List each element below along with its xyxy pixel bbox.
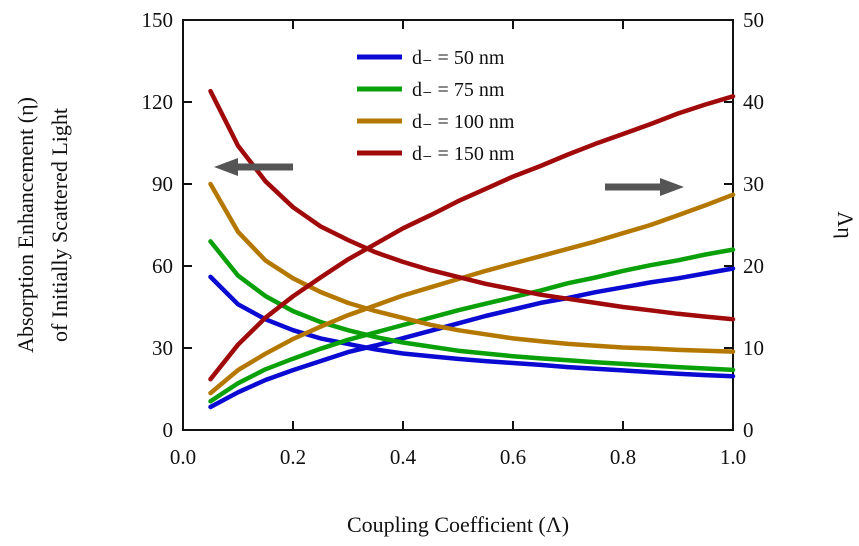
- x-tick-label: 0.4: [390, 445, 417, 469]
- eta-line-series-2: [208, 181, 736, 354]
- plot-border: [182, 19, 734, 431]
- lambda-eta-line-series-2: [208, 192, 736, 396]
- y-tick-label: 30: [152, 336, 173, 360]
- legend-label-2: d₋ = 100 nm: [412, 111, 515, 133]
- lambda-eta-line-series-0: [208, 266, 736, 410]
- left-axis-arrow-head: [214, 158, 238, 176]
- y2-axis-label: Λη: [833, 211, 858, 238]
- x-tick-label: 0.0: [170, 445, 196, 469]
- x-tick-label: 1.0: [720, 445, 746, 469]
- y-tick-label: 150: [142, 8, 174, 32]
- right-axis-arrow-head: [660, 178, 684, 196]
- y-tick-label: 90: [152, 172, 173, 196]
- y-tick-label: 120: [142, 90, 174, 114]
- lambda-eta-line-series-1: [208, 247, 736, 404]
- eta-line-series-0: [208, 274, 736, 379]
- y-tick-label: 60: [152, 254, 173, 278]
- eta-line-series-3: [208, 88, 736, 322]
- y2-tick-label: 50: [743, 8, 764, 32]
- legend-label-0: d₋ = 50 nm: [412, 47, 505, 69]
- series-curves: [208, 88, 736, 410]
- plot-frame: [182, 19, 734, 431]
- x-tick-label: 0.6: [500, 445, 526, 469]
- x-axis-label: Coupling Coefficient (Λ): [347, 512, 569, 537]
- y-axis-label-line2: of Initially Scattered Light: [47, 108, 72, 342]
- y2-tick-label: 20: [743, 254, 764, 278]
- axis-ticks: 0.0 0.2 0.4 0.6 0.8 1.0 0 30 60 90 120 150 0 10 20 30 40…: [142, 8, 765, 469]
- legend-label-1: d₋ = 75 nm: [412, 79, 505, 101]
- y-tick-label: 0: [163, 418, 174, 442]
- y2-tick-label: 10: [743, 336, 764, 360]
- axis-arrows: [214, 158, 684, 196]
- legend-label-3: d₋ = 150 nm: [412, 143, 515, 165]
- y2-tick-label: 30: [743, 172, 764, 196]
- x-tick-label: 0.8: [610, 445, 636, 469]
- y2-tick-label: 0: [743, 418, 754, 442]
- legend: d₋ = 50 nm d₋ = 75 nm d₋ = 100 nm d₋ = 150 …: [357, 47, 515, 165]
- x-tick-label: 0.2: [280, 445, 306, 469]
- y-axis-label-line1: Absorption Enhancement (η): [13, 97, 38, 353]
- lambda-eta-line-series-3: [208, 94, 736, 382]
- y2-tick-label: 40: [743, 90, 764, 114]
- eta-line-series-1: [208, 239, 736, 373]
